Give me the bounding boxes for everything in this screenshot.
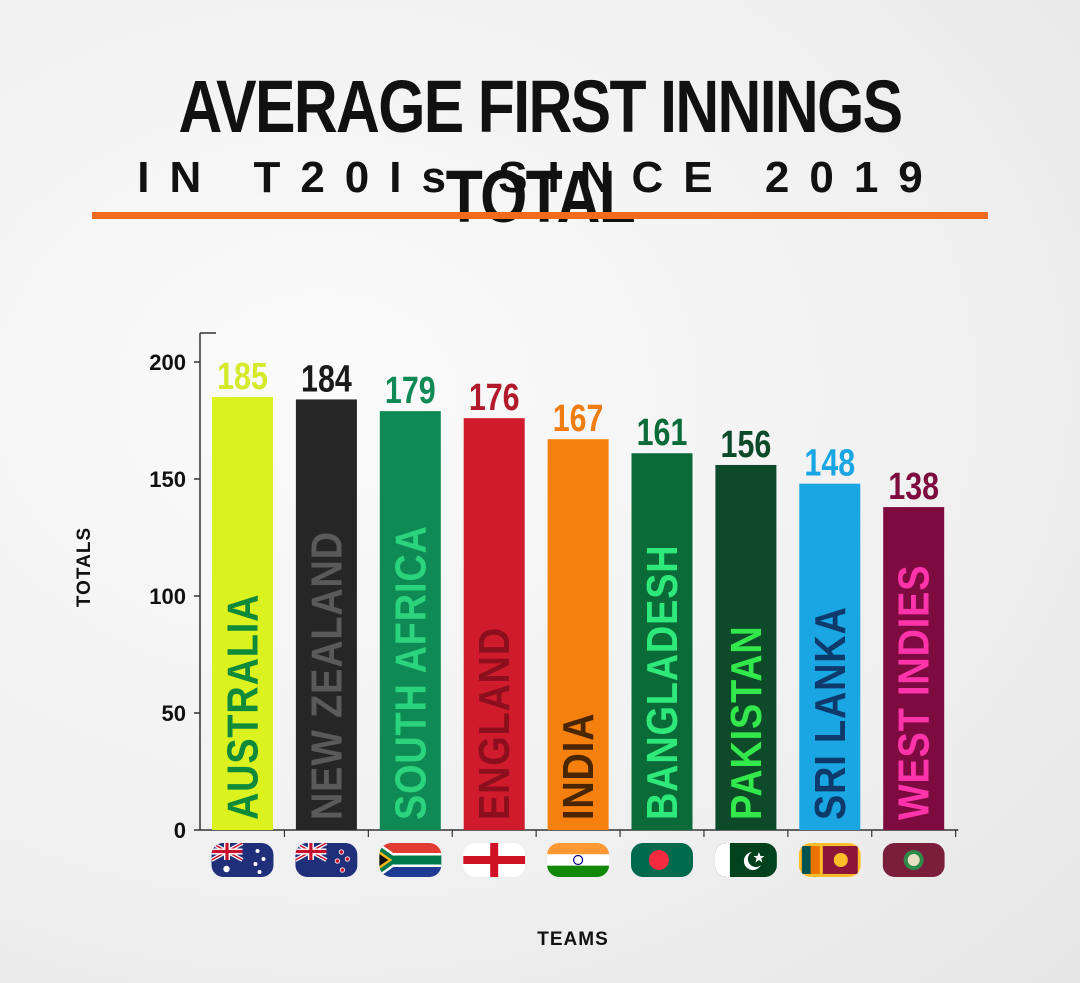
bar-group-pakistan: 156 PAKISTAN: [714, 424, 789, 877]
bar-category-label: NEW ZEALAND: [302, 531, 351, 820]
bar-category-label: ENGLAND: [470, 627, 519, 820]
bar: [715, 464, 777, 830]
y-tick-label: 50: [162, 701, 186, 726]
y-tick-label: 200: [149, 350, 186, 375]
bar-value-label: 156: [721, 424, 772, 466]
west-indies-flag-icon: [882, 843, 945, 877]
bar-category-label: SRI LANKA: [805, 606, 854, 820]
bar: [547, 439, 609, 830]
bar-category-label: INDIA: [553, 713, 602, 820]
new-zealand-flag-icon: [295, 843, 358, 877]
chart-subtitle: IN T20Is SINCE 2019: [137, 153, 943, 202]
bar-value-label: 184: [301, 358, 352, 400]
bangladesh-flag-icon: [631, 843, 693, 877]
bar: [379, 411, 441, 830]
bar-group-india: 167 INDIA: [547, 398, 621, 877]
england-flag-icon: [463, 843, 526, 877]
sri-lanka-flag-icon: [798, 843, 861, 877]
bar-value-label: 185: [217, 356, 268, 398]
bar-category-label: AUSTRALIA: [218, 594, 267, 820]
y-tick-label: 100: [149, 584, 186, 609]
bar-group-south-africa: 179 SOUTH AFRICA: [379, 370, 453, 877]
bar: [463, 418, 525, 830]
bar-value-label: 161: [637, 412, 688, 454]
chart-title: AVERAGE FIRST INNINGS TOTAL: [178, 65, 903, 238]
south-africa-flag-icon: [379, 843, 442, 877]
bar-group-australia: 185 AUSTRALIA: [211, 356, 286, 877]
y-axis-label: TOTALS: [74, 526, 95, 608]
bar-category-label: BANGLADESH: [637, 545, 686, 820]
bar: [295, 399, 357, 830]
bar: [799, 483, 861, 830]
bar-group-sri-lanka: 148 SRI LANKA: [798, 443, 873, 877]
bar-group-west-indies: 138 WEST INDIES: [882, 466, 957, 877]
bar: [883, 507, 945, 830]
bar-group-new-zealand: 184 NEW ZEALAND: [295, 358, 369, 877]
y-tick-label: 0: [174, 818, 186, 843]
bar-category-label: WEST INDIES: [889, 565, 938, 820]
australia-flag-icon: [211, 843, 274, 877]
bar-value-label: 148: [804, 443, 855, 485]
pakistan-flag-icon: [714, 843, 777, 877]
india-flag-icon: [547, 843, 610, 877]
bar-category-label: SOUTH AFRICA: [386, 525, 435, 820]
bar-value-label: 179: [385, 370, 436, 412]
bar-value-label: 138: [888, 466, 939, 508]
bar-group-england: 176 ENGLAND: [463, 377, 537, 877]
y-tick-label: 150: [149, 467, 186, 492]
bar-value-label: 167: [553, 398, 604, 440]
x-axis-label: TEAMS: [537, 929, 609, 950]
bar: [631, 453, 693, 830]
title-underline: [92, 212, 988, 219]
bar-category-label: PAKISTAN: [721, 625, 770, 820]
bar: [212, 397, 273, 830]
bar-value-label: 176: [469, 377, 520, 419]
bar-group-bangladesh: 161 BANGLADESH: [631, 412, 705, 877]
